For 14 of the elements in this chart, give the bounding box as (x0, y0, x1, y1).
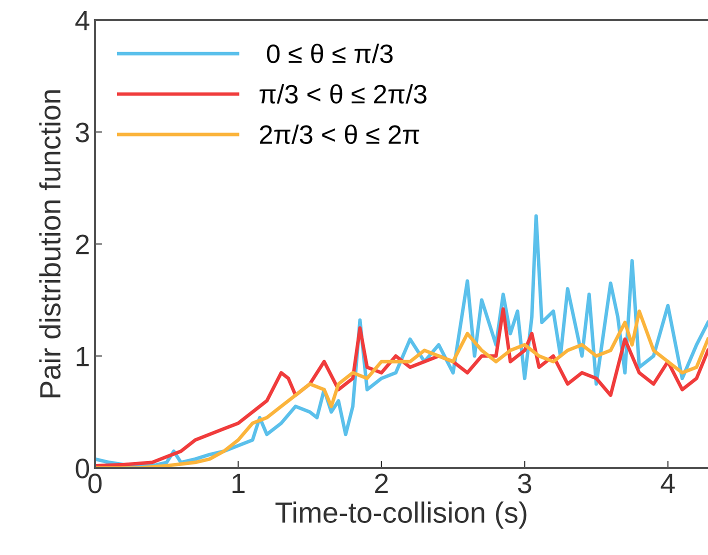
y-tick-label: 0 (76, 458, 90, 478)
y-tick-label: 4 (75, 10, 90, 30)
x-tick-label: 1 (232, 474, 245, 493)
x-tick-label: 4 (660, 474, 675, 493)
y-tick-label: 3 (76, 122, 89, 142)
legend-label: π/3 < θ ≤ 2π/3 (260, 84, 426, 104)
legend-label: 0 ≤ θ ≤ π/3 (266, 44, 393, 64)
legend-label: 2π/3 < θ ≤ 2π (260, 124, 420, 144)
x-tick-label: 3 (518, 474, 532, 494)
x-tick-label: 2 (375, 474, 388, 493)
y-axis-title: Pair distribution function (39, 90, 61, 398)
y-tick-label: 1 (76, 346, 89, 366)
x-axis-title: Time-to-collision (s) (276, 502, 526, 529)
y-tick-label: 2 (76, 234, 89, 254)
